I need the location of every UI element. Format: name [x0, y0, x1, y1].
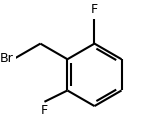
Text: F: F — [41, 104, 48, 117]
Text: Br: Br — [0, 52, 13, 65]
Text: F: F — [91, 3, 98, 16]
